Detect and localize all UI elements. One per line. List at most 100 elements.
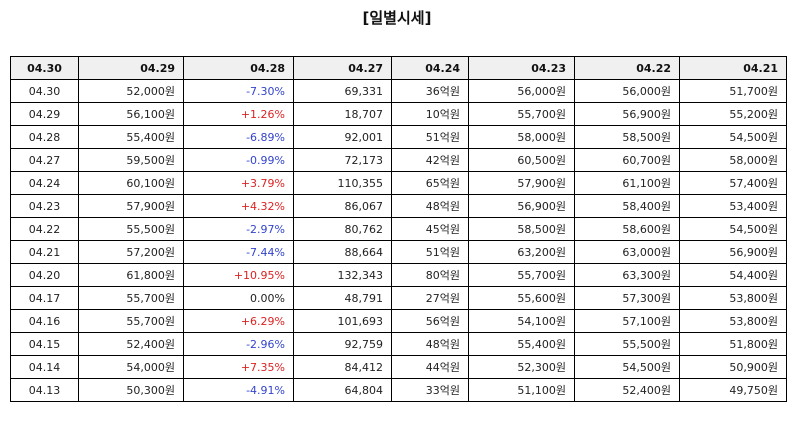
table-cell: 04.29: [10, 102, 79, 126]
table-cell: 61,800원: [78, 263, 184, 287]
table-cell: 56,100원: [78, 102, 184, 126]
table-cell: 04.27: [10, 148, 79, 172]
table-cell: 58,600원: [574, 217, 680, 241]
table-cell: +7.35%: [183, 355, 294, 379]
column-header: 04.28: [183, 56, 294, 80]
table-cell: 72,173: [293, 148, 392, 172]
table-cell: 54,500원: [679, 125, 787, 149]
table-cell: 18,707: [293, 102, 392, 126]
table-row: 04.15 52,400원 -2.96% 92,759 48억원 55,400원 55,50…: [10, 332, 787, 356]
column-header: 04.27: [293, 56, 392, 80]
table-header-row: 04.30 04.29 04.28 04.27 04.24 04.23 04.22 04.21: [10, 56, 787, 80]
table-cell: -2.97%: [183, 217, 294, 241]
table-cell: -7.30%: [183, 79, 294, 103]
table-cell: 44억원: [391, 355, 469, 379]
table-cell: 48억원: [391, 332, 469, 356]
table-cell: 57,900원: [468, 171, 575, 195]
table-cell: 80,762: [293, 217, 392, 241]
table-cell: 56,900원: [679, 240, 787, 264]
column-header: 04.24: [391, 56, 469, 80]
table-cell: -0.99%: [183, 148, 294, 172]
table-cell: +10.95%: [183, 263, 294, 287]
table-cell: 04.30: [10, 79, 79, 103]
table-cell: 57,200원: [78, 240, 184, 264]
column-header: 04.30: [10, 56, 79, 80]
table-cell: 63,200원: [468, 240, 575, 264]
table-cell: 53,400원: [679, 194, 787, 218]
column-header: 04.22: [574, 56, 680, 80]
table-cell: 51,100원: [468, 378, 575, 402]
table-cell: +6.29%: [183, 309, 294, 333]
table-cell: 57,900원: [78, 194, 184, 218]
table-cell: 88,664: [293, 240, 392, 264]
table-cell: 04.14: [10, 355, 79, 379]
table-cell: 58,000원: [468, 125, 575, 149]
table-cell: 04.28: [10, 125, 79, 149]
table-cell: 57,300원: [574, 286, 680, 310]
table-cell: 86,067: [293, 194, 392, 218]
table-row: 04.20 61,800원 +10.95% 132,343 80억원 55,700원 63,…: [10, 263, 787, 287]
table-cell: 04.13: [10, 378, 79, 402]
table-cell: 101,693: [293, 309, 392, 333]
table-cell: 53,800원: [679, 286, 787, 310]
table-cell: 04.24: [10, 171, 79, 195]
table-cell: 56,900원: [574, 102, 680, 126]
table-cell: 55,700원: [78, 286, 184, 310]
table-cell: 53,800원: [679, 309, 787, 333]
table-cell: 04.23: [10, 194, 79, 218]
table-cell: 63,000원: [574, 240, 680, 264]
table-cell: 55,600원: [468, 286, 575, 310]
page-title: [일별시세]: [362, 9, 432, 27]
table-cell: 92,759: [293, 332, 392, 356]
table-cell: 56,000원: [574, 79, 680, 103]
table-cell: 110,355: [293, 171, 392, 195]
table-cell: 55,700원: [78, 309, 184, 333]
table-cell: 04.21: [10, 240, 79, 264]
table-cell: 56억원: [391, 309, 469, 333]
table-cell: 04.16: [10, 309, 79, 333]
table-cell: 45억원: [391, 217, 469, 241]
table-cell: 58,500원: [574, 125, 680, 149]
table-cell: 55,200원: [679, 102, 787, 126]
table-cell: 58,400원: [574, 194, 680, 218]
table-cell: 04.17: [10, 286, 79, 310]
column-header: 04.29: [78, 56, 184, 80]
table-row: 04.28 55,400원 -6.89% 92,001 51억원 58,000원 58,50…: [10, 125, 787, 149]
table-cell: -2.96%: [183, 332, 294, 356]
table-cell: 36억원: [391, 79, 469, 103]
table-cell: 84,412: [293, 355, 392, 379]
table-cell: 64,804: [293, 378, 392, 402]
table-row: 04.24 60,100원 +3.79% 110,355 65억원 57,900원 61,1…: [10, 171, 787, 195]
table-row: 04.22 55,500원 -2.97% 80,762 45억원 58,500원 58,60…: [10, 217, 787, 241]
daily-price-table: 04.30 04.29 04.28 04.27 04.24 04.23 04.22 04.21…: [10, 56, 787, 402]
table-cell: 55,700원: [468, 102, 575, 126]
table-cell: 0.00%: [183, 286, 294, 310]
table-cell: 42억원: [391, 148, 469, 172]
table-row: 04.16 55,700원 +6.29% 101,693 56억원 54,100원 57,1…: [10, 309, 787, 333]
table-cell: 51,700원: [679, 79, 787, 103]
table-row: 04.17 55,700원 0.00% 48,791 27억원 55,600원 57,300…: [10, 286, 787, 310]
table-cell: 55,500원: [574, 332, 680, 356]
table-cell: 52,400원: [574, 378, 680, 402]
table-cell: 55,400원: [468, 332, 575, 356]
table-row: 04.13 50,300원 -4.91% 64,804 33억원 51,100원 52,40…: [10, 378, 787, 402]
table-cell: 60,500원: [468, 148, 575, 172]
table-cell: 80억원: [391, 263, 469, 287]
table-cell: -6.89%: [183, 125, 294, 149]
table-cell: 54,000원: [78, 355, 184, 379]
table-cell: 132,343: [293, 263, 392, 287]
table-cell: +4.32%: [183, 194, 294, 218]
table-row: 04.27 59,500원 -0.99% 72,173 42억원 60,500원 60,70…: [10, 148, 787, 172]
table-cell: 54,100원: [468, 309, 575, 333]
table-cell: 52,300원: [468, 355, 575, 379]
table-cell: 54,400원: [679, 263, 787, 287]
table-cell: +3.79%: [183, 171, 294, 195]
table-cell: 04.20: [10, 263, 79, 287]
table-cell: 55,500원: [78, 217, 184, 241]
table-cell: 10억원: [391, 102, 469, 126]
table-row: 04.14 54,000원 +7.35% 84,412 44억원 52,300원 54,50…: [10, 355, 787, 379]
table-cell: 54,500원: [574, 355, 680, 379]
table-cell: 65억원: [391, 171, 469, 195]
table-cell: 58,500원: [468, 217, 575, 241]
table-cell: 55,400원: [78, 125, 184, 149]
